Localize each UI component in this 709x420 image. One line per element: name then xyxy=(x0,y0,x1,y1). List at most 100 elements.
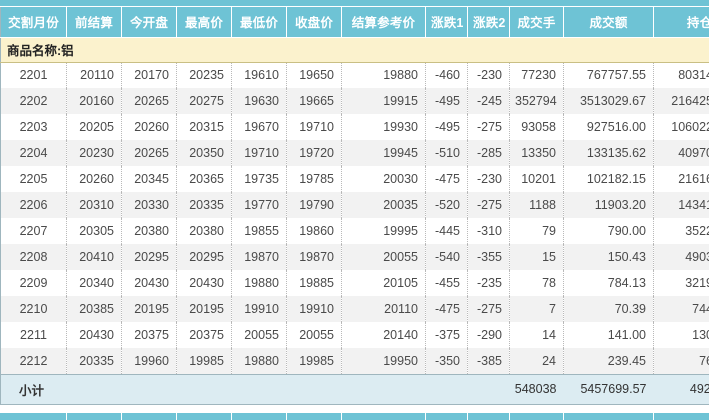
cell-turnover: 70.39 xyxy=(563,296,654,322)
cell-settlement-ref: 19950 xyxy=(341,348,426,374)
table-row[interactable]: 2209 20340 20430 20430 19880 19885 20105 -455 -2… xyxy=(0,270,709,296)
column-header-change2[interactable]: 涨跌2 xyxy=(467,7,510,38)
cell-settlement-ref: 19930 xyxy=(341,114,426,140)
table-row[interactable]: 2205 20260 20345 20365 19735 19785 20030 -475 -2… xyxy=(0,166,709,192)
table-body: 商品名称:铝 2201 20110 20170 20235 19610 19650 1988… xyxy=(0,36,709,374)
cell-change2: -230 xyxy=(467,62,510,88)
cell-change2: -245 xyxy=(467,88,510,114)
cell-close: 19860 xyxy=(286,218,342,244)
subtotal-blank-7 xyxy=(425,373,468,405)
table-row[interactable]: 2207 20305 20380 20380 19855 19860 19995 -445 -3… xyxy=(0,218,709,244)
cell-close: 19985 xyxy=(286,348,342,374)
cell-prev-settlement: 20410 xyxy=(66,244,122,270)
subtotal-blank-8 xyxy=(467,373,510,405)
column-header-close[interactable]: 收盘价 xyxy=(286,7,342,38)
next-section-header-strip xyxy=(0,412,709,420)
column-header-low[interactable]: 最低价 xyxy=(231,7,287,38)
cell-turnover: 927516.00 xyxy=(563,114,654,140)
cell-close: 19710 xyxy=(286,114,342,140)
cell-close: 19785 xyxy=(286,166,342,192)
cell-settlement-ref: 20035 xyxy=(341,192,426,218)
product-name-row: 商品名称:铝 xyxy=(0,36,709,63)
table-row[interactable]: 2203 20205 20260 20315 19670 19710 19930 -495 -2… xyxy=(0,114,709,140)
table-row[interactable]: 2202 20160 20265 20275 19630 19665 19915 -495 -2… xyxy=(0,88,709,114)
cell-change2: -275 xyxy=(467,296,510,322)
cell-high: 20365 xyxy=(176,166,232,192)
cell-delivery-month: 2205 xyxy=(0,166,67,192)
column-header-settlement-ref[interactable]: 结算参考价 xyxy=(341,7,426,38)
cell-volume: 77230 xyxy=(509,62,564,88)
cell-prev-settlement: 20430 xyxy=(66,322,122,348)
cell-turnover: 767757.55 xyxy=(563,62,654,88)
column-header-prev-settlement[interactable]: 前结算 xyxy=(66,7,122,38)
cell-change1: -460 xyxy=(425,62,468,88)
subtotal-row: 小计 548038 5457699.57 492282 / -11639 xyxy=(0,373,709,405)
cell-delivery-month: 2208 xyxy=(0,244,67,270)
cell-high: 20235 xyxy=(176,62,232,88)
table-row[interactable]: 2211 20430 20375 20375 20055 20055 20140 -375 -2… xyxy=(0,322,709,348)
cell-close: 19720 xyxy=(286,140,342,166)
subtotal-turnover: 5457699.57 xyxy=(563,373,654,405)
cell-close: 19885 xyxy=(286,270,342,296)
cell-open-interest: 14341 xyxy=(653,192,709,218)
subtotal-label: 小计 xyxy=(0,373,67,405)
cell-change1: -475 xyxy=(425,166,468,192)
cell-prev-settlement: 20385 xyxy=(66,296,122,322)
cell-prev-settlement: 20205 xyxy=(66,114,122,140)
table-row[interactable]: 2201 20110 20170 20235 19610 19650 19880 -460 -2… xyxy=(0,62,709,88)
cell-high: 20275 xyxy=(176,88,232,114)
cell-change1: -495 xyxy=(425,88,468,114)
table-row[interactable]: 2208 20410 20295 20295 19870 19870 20055 -540 -3… xyxy=(0,244,709,270)
column-header-high[interactable]: 最高价 xyxy=(176,7,232,38)
cell-change2: -275 xyxy=(467,192,510,218)
cell-volume: 352794 xyxy=(509,88,564,114)
cell-delivery-month: 2201 xyxy=(0,62,67,88)
cell-delivery-month: 2203 xyxy=(0,114,67,140)
cell-close: 19790 xyxy=(286,192,342,218)
column-header-volume[interactable]: 成交手 xyxy=(509,7,564,38)
cell-prev-settlement: 20310 xyxy=(66,192,122,218)
cell-change1: -475 xyxy=(425,296,468,322)
cell-low: 19735 xyxy=(231,166,287,192)
cell-open: 20170 xyxy=(121,62,177,88)
cell-change1: -350 xyxy=(425,348,468,374)
table-row[interactable]: 2212 20335 19960 19985 19880 19985 19950 -350 -3… xyxy=(0,348,709,374)
table-footer: 小计 548038 5457699.57 492282 / -11639 xyxy=(0,373,709,405)
cell-open-interest: 216425 xyxy=(653,88,709,114)
table-row[interactable]: 2204 20230 20265 20350 19710 19720 19945 -510 -2… xyxy=(0,140,709,166)
cell-turnover: 133135.62 xyxy=(563,140,654,166)
cell-change2: -355 xyxy=(467,244,510,270)
cell-open: 20260 xyxy=(121,114,177,140)
cell-high: 20350 xyxy=(176,140,232,166)
column-header-change1[interactable]: 涨跌1 xyxy=(425,7,468,38)
top-header-strip xyxy=(0,0,709,7)
cell-change1: -375 xyxy=(425,322,468,348)
cell-open: 20195 xyxy=(121,296,177,322)
column-header-delivery-month[interactable]: 交割月份 xyxy=(0,7,67,38)
cell-low: 19880 xyxy=(231,270,287,296)
column-header-open-interest-change[interactable]: 持仓手/变化 xyxy=(653,7,709,38)
cell-change2: -310 xyxy=(467,218,510,244)
cell-change2: -275 xyxy=(467,114,510,140)
cell-volume: 24 xyxy=(509,348,564,374)
table-scroll-region[interactable]: 交割月份 前结算 今开盘 最高价 最低价 收盘价 结算参考价 涨跌1 涨跌2 成… xyxy=(0,7,709,405)
table-row[interactable]: 2210 20385 20195 20195 19910 19910 20110 -475 -2… xyxy=(0,296,709,322)
header-row: 交割月份 前结算 今开盘 最高价 最低价 收盘价 结算参考价 涨跌1 涨跌2 成… xyxy=(0,7,709,38)
column-header-turnover[interactable]: 成交额 xyxy=(563,7,654,38)
cell-close: 19665 xyxy=(286,88,342,114)
cell-open-interest: 106022 xyxy=(653,114,709,140)
cell-high: 20375 xyxy=(176,322,232,348)
product-name-label: 商品名称:铝 xyxy=(0,36,709,63)
cell-prev-settlement: 20260 xyxy=(66,166,122,192)
cell-volume: 7 xyxy=(509,296,564,322)
cell-open-interest: 40970 xyxy=(653,140,709,166)
cell-settlement-ref: 20030 xyxy=(341,166,426,192)
cell-turnover: 150.43 xyxy=(563,244,654,270)
cell-low: 19670 xyxy=(231,114,287,140)
table-row[interactable]: 2206 20310 20330 20335 19770 19790 20035 -520 -2… xyxy=(0,192,709,218)
cell-turnover: 790.00 xyxy=(563,218,654,244)
subtotal-open-interest-change: 492282 / -11639 xyxy=(653,373,709,405)
cell-high: 20380 xyxy=(176,218,232,244)
column-header-open[interactable]: 今开盘 xyxy=(121,7,177,38)
